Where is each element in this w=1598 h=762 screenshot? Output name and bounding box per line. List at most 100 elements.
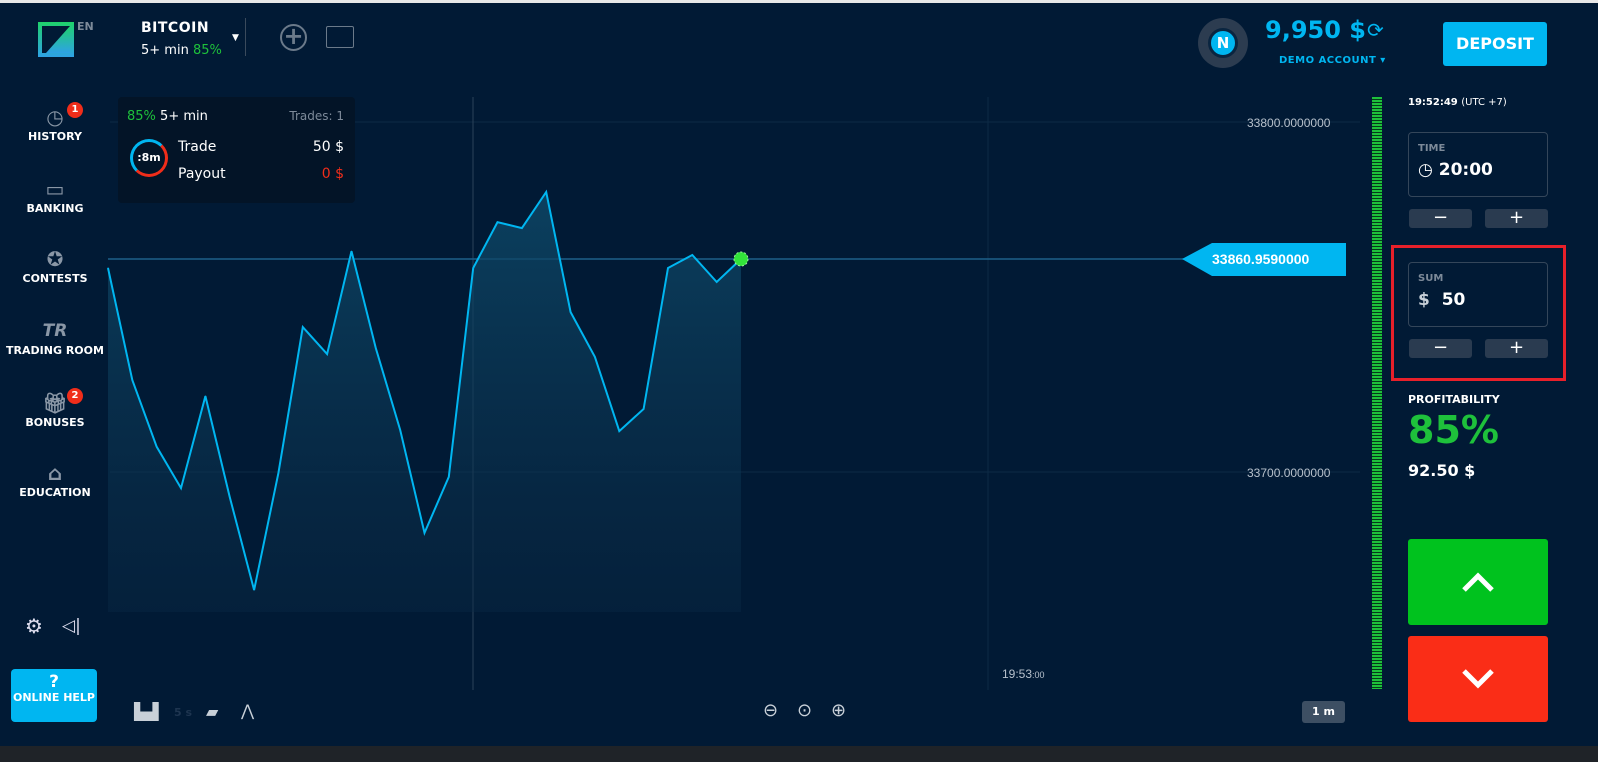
chart-type-icon[interactable]: ▙▟	[134, 702, 159, 721]
profit-amount: 92.50 $	[1408, 461, 1476, 480]
account-selector[interactable]: DEMO ACCOUNT ▾	[1279, 55, 1386, 66]
sidebar-item-label: BANKING	[26, 202, 84, 215]
tick-speed[interactable]: 5 s	[174, 706, 193, 719]
sum-label: SUM	[1418, 273, 1444, 284]
language-selector[interactable]: EN	[77, 20, 94, 33]
price-point	[229, 496, 231, 498]
price-point	[643, 408, 645, 410]
price-point	[399, 429, 401, 431]
price-point	[424, 532, 425, 534]
tr-icon: TR	[42, 321, 68, 341]
ruler-icon[interactable]: ▰	[206, 702, 219, 721]
divider	[245, 18, 246, 56]
price-point	[107, 267, 109, 269]
calendar-icon[interactable]	[326, 26, 354, 48]
asset-info[interactable]: 5+ min 85%	[141, 43, 222, 58]
price-point	[545, 191, 547, 193]
star-icon: ✪	[46, 247, 64, 271]
price-point	[156, 446, 158, 448]
price-point	[448, 476, 450, 478]
graduation-cap-icon: ⌂	[47, 461, 63, 485]
sidebar-item-banking[interactable]: ▭ BANKING	[0, 176, 110, 215]
sum-increase-button[interactable]: +	[1485, 339, 1548, 358]
highlight-box	[1391, 245, 1566, 381]
asset-dropdown-icon[interactable]: ▼	[232, 33, 239, 43]
price-chart[interactable]	[0, 0, 1370, 700]
current-price-label: 33860.9590000	[1212, 251, 1310, 267]
price-area	[108, 192, 741, 612]
wallet-icon: ▭	[45, 177, 65, 201]
zoom-in-icon[interactable]: ⊕	[831, 700, 847, 721]
clock: 19:52:49 (UTC +7)	[1408, 97, 1548, 108]
time-field[interactable]: TIME ◷ 20:00	[1408, 132, 1548, 197]
arrow-down-icon	[1462, 669, 1494, 689]
x-tick-time: 19:53	[1002, 667, 1033, 681]
help-label: ONLINE HELP	[12, 691, 95, 704]
price-point	[302, 326, 304, 328]
sound-icon[interactable]: ◁|	[62, 616, 81, 636]
fit-screen-icon[interactable]: ⊙	[797, 700, 813, 721]
price-point	[131, 379, 133, 381]
sum-value: 50	[1441, 290, 1466, 310]
sidebar-item-contests[interactable]: ✪ CONTESTS	[0, 246, 110, 285]
sidebar-item-label: EDUCATION	[19, 486, 91, 499]
sidebar-item-label: TRADING ROOM	[6, 344, 104, 357]
sidebar-item-education[interactable]: ⌂ EDUCATION	[0, 460, 110, 499]
price-point	[375, 347, 377, 349]
online-help-button[interactable]: ? ONLINE HELP	[11, 669, 97, 722]
interval-button[interactable]: 1 m	[1302, 701, 1345, 723]
price-point	[570, 311, 572, 313]
clock-icon: ◷	[1418, 160, 1433, 180]
drawing-tools-icon[interactable]: ⋀	[241, 701, 255, 720]
price-point	[326, 353, 328, 355]
time-increase-button[interactable]: +	[1485, 209, 1548, 228]
price-point	[521, 227, 523, 229]
x-tick-label: 19:53:00	[1002, 667, 1045, 681]
y-tick-label: 33700.0000000	[1247, 466, 1331, 480]
trade-panel: 85% 5+ min Trades: 1 :8m Trade 50 $ Payo…	[118, 97, 355, 203]
history-badge: 1	[67, 102, 83, 118]
sidebar-item-history[interactable]: ◷ 1 HISTORY	[0, 102, 110, 143]
settings-icon[interactable]: ⚙	[25, 614, 43, 638]
price-point	[667, 267, 669, 269]
sidebar-item-bonuses[interactable]: 🎁︎ 2 BONUSES	[0, 388, 110, 429]
history-icon: ◷	[46, 105, 64, 129]
asset-profit: 85%	[192, 43, 222, 58]
balance: 9,950 $	[1265, 16, 1366, 44]
price-tag	[1182, 243, 1346, 276]
put-down-button[interactable]	[1408, 636, 1548, 722]
zoom-out-icon[interactable]: ⊖	[763, 700, 779, 721]
trade-profit: 85%	[127, 109, 156, 124]
trades-count: Trades: 1	[289, 109, 344, 123]
sum-decrease-button[interactable]: −	[1409, 339, 1472, 358]
sidebar-item-label: BONUSES	[25, 416, 85, 429]
account-label: DEMO ACCOUNT	[1279, 55, 1377, 66]
avatar[interactable]: N	[1198, 18, 1248, 68]
sidebar-item-label: CONTESTS	[22, 272, 88, 285]
call-up-button[interactable]	[1408, 539, 1548, 625]
trade-value: 50 $	[312, 139, 344, 155]
y-tick-label: 33800.0000000	[1247, 116, 1331, 130]
sidebar-item-label: HISTORY	[28, 130, 82, 143]
refresh-icon[interactable]: ⟳	[1367, 18, 1384, 42]
bonuses-badge: 2	[67, 388, 83, 404]
logo[interactable]	[38, 22, 74, 57]
top-border	[0, 0, 1598, 3]
sum-field[interactable]: SUM $ 50	[1408, 262, 1548, 327]
timezone: (UTC +7)	[1461, 97, 1507, 108]
asset-name[interactable]: BITCOIN	[141, 20, 210, 36]
deposit-button[interactable]: DEPOSIT	[1443, 22, 1547, 66]
add-asset-button[interactable]: +	[280, 24, 307, 51]
price-point	[497, 221, 499, 223]
price-point	[472, 267, 474, 269]
time-decrease-button[interactable]: −	[1409, 209, 1472, 228]
price-point	[180, 487, 182, 489]
account-caret-icon: ▾	[1380, 55, 1386, 66]
volume-bar	[1372, 97, 1382, 689]
trade-timer: :8m	[130, 139, 168, 177]
sidebar-item-trading-room[interactable]: TR TRADING ROOM	[0, 318, 110, 357]
bottom-bar	[0, 746, 1598, 762]
gift-icon: 🎁︎	[42, 391, 68, 415]
current-price-dot	[733, 251, 749, 267]
price-point	[277, 472, 279, 474]
